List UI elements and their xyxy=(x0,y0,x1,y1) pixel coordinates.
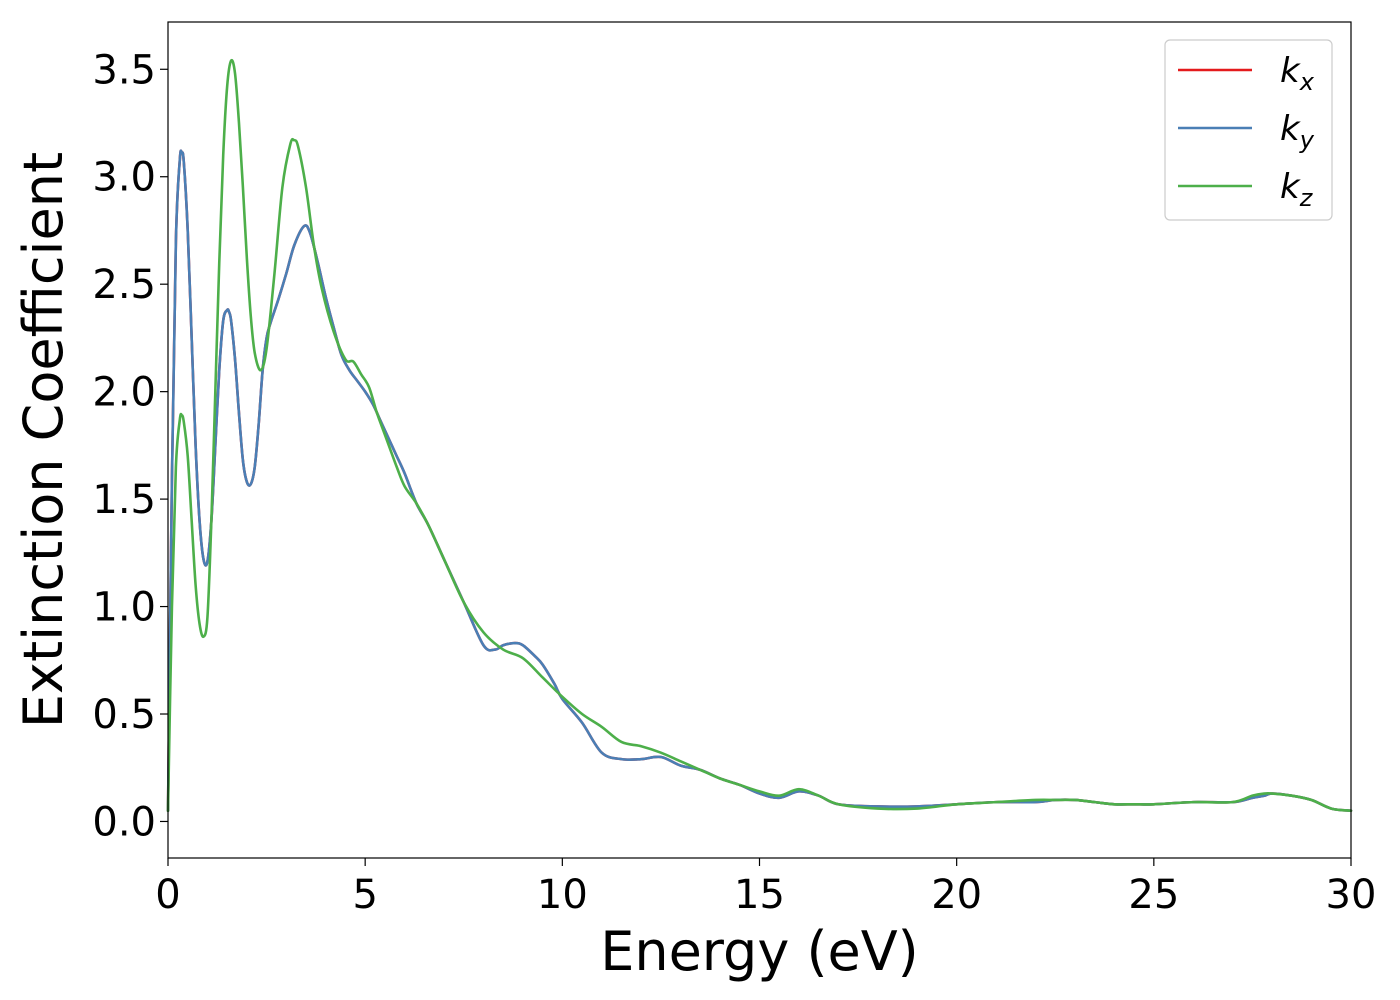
y-tick-label: 3.0 xyxy=(92,155,156,201)
series-layer xyxy=(166,58,1353,813)
y-tick-label: 1.5 xyxy=(92,477,156,523)
x-tick-label: 25 xyxy=(1128,872,1179,918)
legend-box xyxy=(1164,39,1333,221)
x-tick-label: 10 xyxy=(537,872,588,918)
x-axis-label: Energy (eV) xyxy=(600,920,919,983)
y-tick-label: 3.5 xyxy=(92,47,156,93)
y-tick-label: 0.0 xyxy=(92,799,156,845)
x-tick-label: 0 xyxy=(155,872,180,918)
y-tick-label: 2.0 xyxy=(92,370,156,416)
series-line-kz xyxy=(166,58,1353,813)
x-tick-label: 15 xyxy=(734,872,785,918)
y-tick-label: 2.5 xyxy=(92,262,156,308)
y-tick-label: 0.5 xyxy=(92,692,156,738)
x-tick-label: 20 xyxy=(931,872,982,918)
x-tick-label: 5 xyxy=(352,872,377,918)
y-axis-label: Extinction Coefficient xyxy=(12,152,75,728)
x-tick-label: 30 xyxy=(1326,872,1377,918)
x-axis: 0 5 10 15 20 25 30 xyxy=(155,858,1376,918)
y-tick-label: 1.0 xyxy=(92,585,156,631)
y-axis: 0.0 0.5 1.0 1.5 2.0 2.5 3.0 3.5 xyxy=(92,47,168,845)
